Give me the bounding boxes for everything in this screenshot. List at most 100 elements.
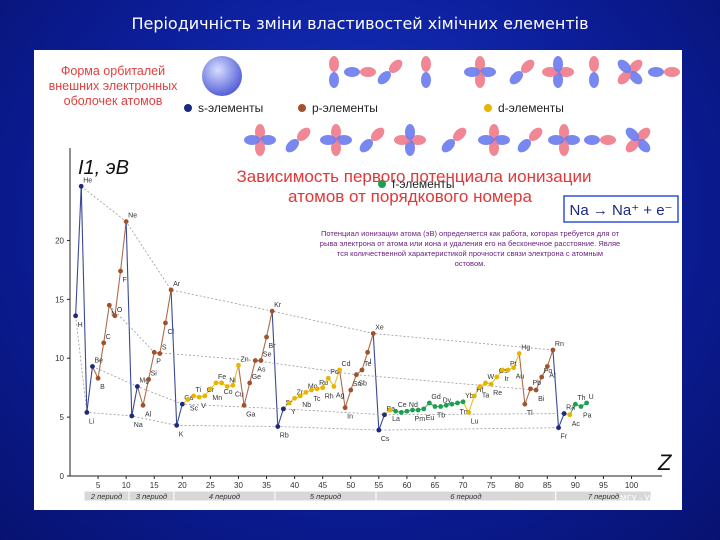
data-point [471,393,477,399]
element-label: Mg [139,377,149,384]
orbital-lobe-petal [489,124,499,140]
data-point [179,401,185,407]
orbital-lobe-petal [494,135,510,145]
element-label: Na [134,422,143,429]
element-label: Ce [398,402,407,409]
element-label: Re [493,390,502,397]
x-tick-label: 65 [431,481,440,490]
data-point [516,351,522,356]
series-segment [148,352,155,380]
legend-p-dot [298,103,306,112]
orbital-lobe-icon [244,124,276,156]
orbital-lobe-icon [329,56,339,88]
orbital-lobe-petal [475,72,485,88]
orbital-lobe-petal [329,72,339,88]
data-point [269,308,275,314]
element-label: Hf [476,387,483,394]
element-label: Ga [246,411,255,418]
element-label: Sb [358,381,367,388]
data-point [455,400,460,406]
element-label: Fr [561,434,568,441]
orbital-lobe-icon [625,127,651,153]
orbital-lobe-petal [370,127,385,142]
series-segment [277,408,284,427]
data-point [382,412,387,418]
orbital-lobe-petal [394,135,410,145]
element-label: Gd [431,394,440,401]
data-point [556,425,561,431]
element-label: Cs [381,436,390,443]
element-label: Hg [521,345,530,352]
data-point [376,427,382,433]
element-label: Al [145,411,152,418]
element-label: Pa [583,413,592,420]
data-point [320,385,326,391]
element-label: Th [577,395,585,402]
element-label: Sn [353,381,362,388]
orbital-lobe-petal [489,140,499,156]
orbital-lobe-petal [517,138,532,153]
data-point [123,219,129,224]
series-segment [552,349,560,428]
data-point [539,374,545,380]
element-label: Au [516,374,525,381]
series-segment [142,379,150,406]
element-label: Pt [510,361,517,368]
series-segment [131,386,138,417]
orbital-lobe-icon [548,124,580,156]
series-segment [350,374,357,391]
orbital-lobe-petal [480,67,496,77]
element-label: Mn [212,395,222,402]
series-segment [518,353,526,405]
series-segment [344,389,352,408]
slide-title: Періодичність зміни властивостей хімічни… [131,14,589,33]
data-point [449,401,455,407]
element-label: Si [151,370,158,377]
data-point [196,394,202,400]
series-segment [119,221,127,272]
chart-title-line-1: Зависимость первого потенциала ионизации [237,167,592,186]
element-label: Ac [572,421,581,428]
orbital-lobe-petal [617,70,632,85]
orbital-lobe-icon [394,124,426,156]
series-segment [232,365,239,386]
orbital-lobe-petal [421,56,431,72]
element-label: V [201,403,206,410]
element-label: Nd [409,402,418,409]
orbital-lobe-icon [285,127,311,153]
data-point [129,413,135,419]
data-point [280,406,286,412]
orbital-lobe-petal [625,138,640,153]
data-point [314,386,320,392]
legend-f-dot [378,179,386,188]
x-tick-label: 90 [571,481,580,490]
x-tick-label: 50 [346,481,355,490]
orbital-lobe-icon [441,127,467,153]
element-label: Br [269,343,277,350]
element-label: Eu [426,415,435,422]
series-segment [378,414,385,431]
element-label: Ti [196,387,202,394]
data-point [584,400,590,406]
orbital-lobe-petal [336,135,352,145]
orbital-lobe-petal [589,56,599,72]
element-label: Be [94,357,103,364]
element-label: Ne [128,213,137,220]
data-point [207,386,213,392]
data-point [292,395,298,401]
data-point [544,364,550,369]
element-label: S [162,345,167,352]
data-point [415,407,421,413]
series-segment [86,366,94,413]
series-segment [524,388,531,405]
legend-p: p-элементы [298,100,378,115]
x-tick-label: 85 [543,481,552,490]
data-point [252,358,258,363]
data-point [258,358,264,363]
data-point [337,367,342,373]
element-label: Yb [465,393,474,400]
orbital-lobe-petal [296,127,311,142]
series-segment [338,369,346,408]
trend-line [80,185,553,351]
legend-s: s-элементы [184,100,263,115]
